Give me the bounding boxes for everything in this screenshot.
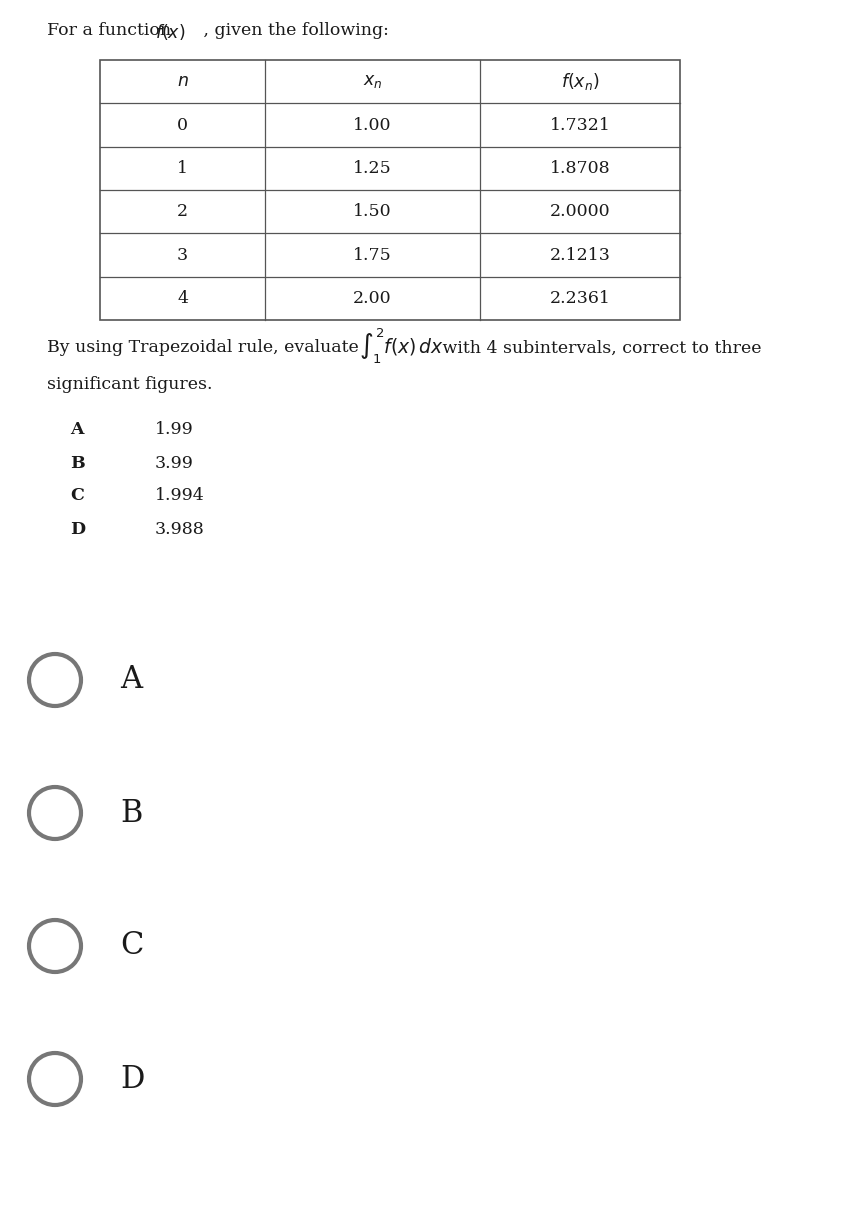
Text: 1.00: 1.00 bbox=[353, 117, 392, 134]
Text: , given the following:: , given the following: bbox=[198, 22, 389, 39]
Text: D: D bbox=[70, 521, 85, 537]
Text: 1.50: 1.50 bbox=[353, 204, 392, 221]
Text: 3.99: 3.99 bbox=[155, 454, 194, 471]
Text: 4: 4 bbox=[177, 290, 188, 307]
Text: B: B bbox=[120, 798, 142, 829]
Text: 3: 3 bbox=[177, 247, 188, 264]
Text: 2.0000: 2.0000 bbox=[550, 204, 610, 221]
Text: with 4 subintervals, correct to three: with 4 subintervals, correct to three bbox=[437, 340, 761, 357]
Circle shape bbox=[29, 654, 81, 706]
Text: By using Trapezoidal rule, evaluate: By using Trapezoidal rule, evaluate bbox=[47, 340, 364, 357]
Text: For a function: For a function bbox=[47, 22, 182, 39]
Text: 0: 0 bbox=[177, 117, 188, 134]
Text: B: B bbox=[70, 454, 85, 471]
Bar bbox=[100, 60, 680, 321]
Text: 3.988: 3.988 bbox=[155, 521, 205, 537]
Text: $x_n$: $x_n$ bbox=[362, 74, 382, 90]
Circle shape bbox=[29, 787, 81, 839]
Text: C: C bbox=[70, 488, 84, 505]
Text: $n$: $n$ bbox=[177, 74, 188, 90]
Text: A: A bbox=[70, 422, 83, 439]
Text: 2.1213: 2.1213 bbox=[550, 247, 610, 264]
Text: 1.7321: 1.7321 bbox=[550, 117, 610, 134]
Circle shape bbox=[29, 919, 81, 972]
Text: A: A bbox=[120, 664, 142, 695]
Text: significant figures.: significant figures. bbox=[47, 376, 212, 393]
Text: 1: 1 bbox=[177, 160, 188, 177]
Text: $f(x_n)$: $f(x_n)$ bbox=[561, 71, 599, 92]
Text: $\int_1^2 f(x)\,dx$: $\int_1^2 f(x)\,dx$ bbox=[359, 327, 444, 366]
Text: 1.25: 1.25 bbox=[353, 160, 392, 177]
Text: 1.8708: 1.8708 bbox=[550, 160, 610, 177]
Text: 1.75: 1.75 bbox=[353, 247, 392, 264]
Circle shape bbox=[29, 1053, 81, 1105]
Text: 2: 2 bbox=[177, 204, 188, 221]
Text: 1.99: 1.99 bbox=[155, 422, 193, 439]
Text: $f(x)$: $f(x)$ bbox=[155, 22, 186, 42]
Text: 2.00: 2.00 bbox=[353, 290, 392, 307]
Text: 1.994: 1.994 bbox=[155, 488, 205, 505]
Text: 2.2361: 2.2361 bbox=[550, 290, 610, 307]
Text: D: D bbox=[120, 1064, 145, 1094]
Text: C: C bbox=[120, 930, 143, 962]
